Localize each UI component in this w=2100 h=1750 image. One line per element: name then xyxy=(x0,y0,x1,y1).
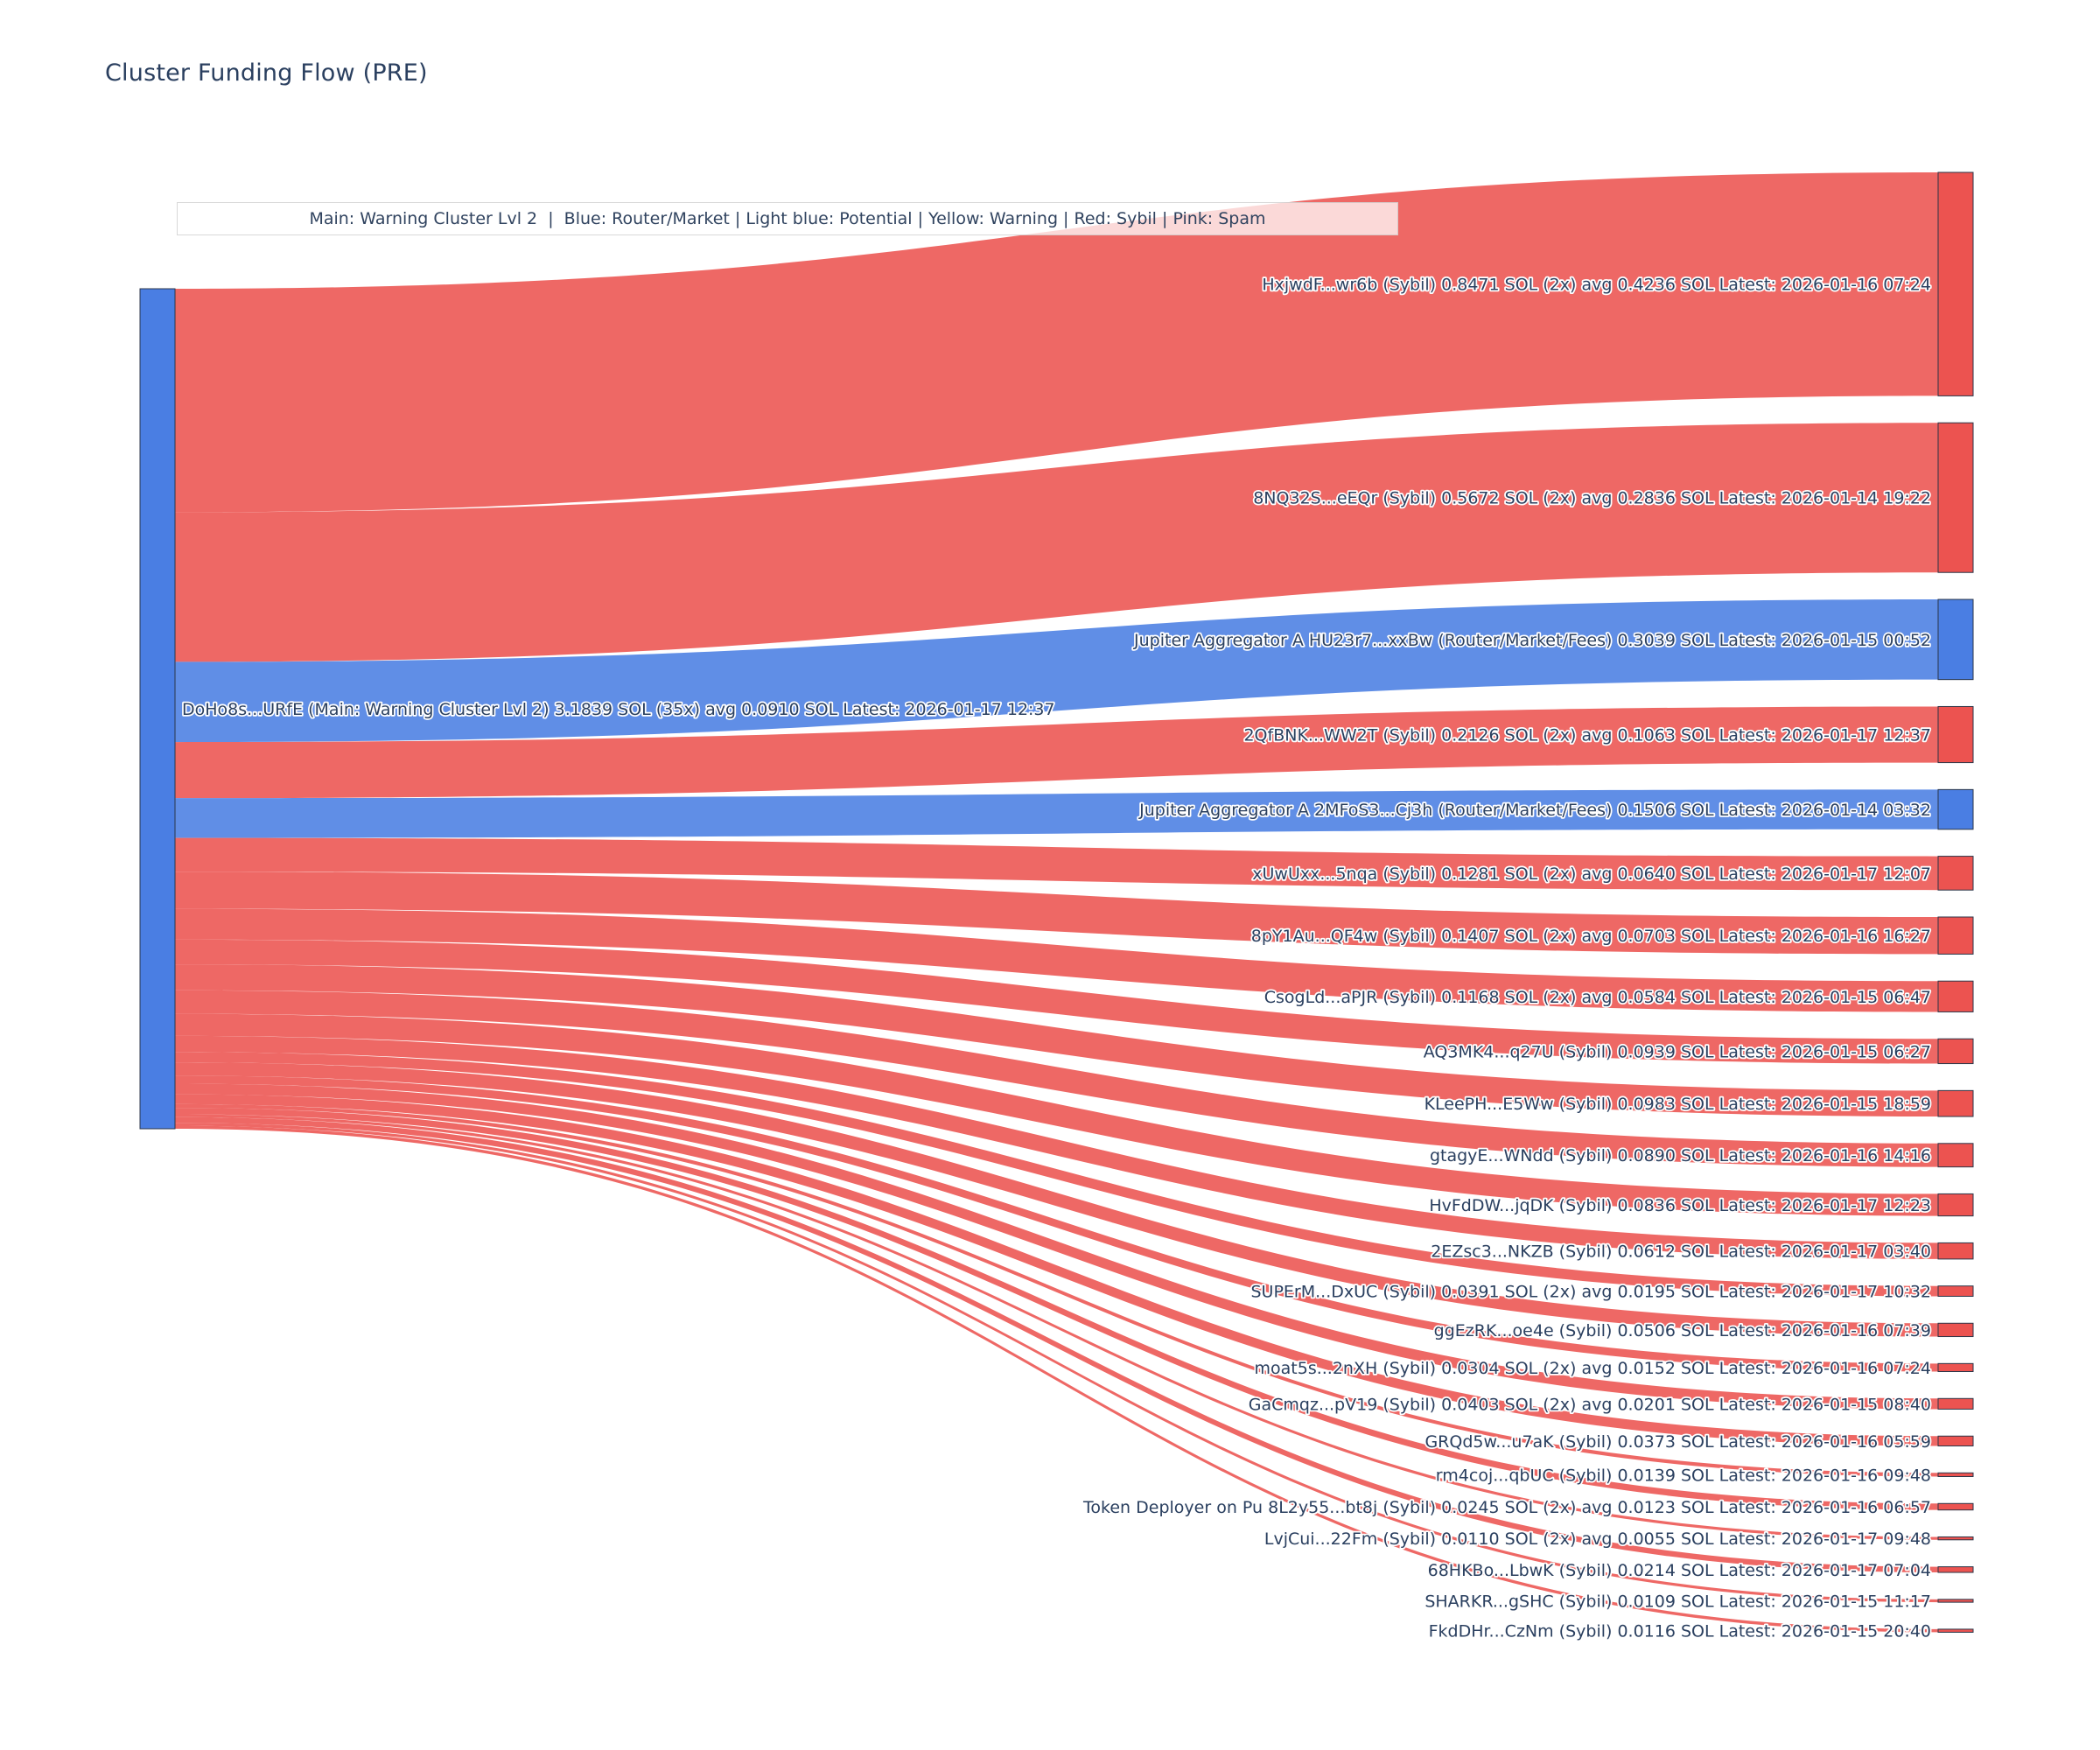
sankey-node-label: SHARKR...gSHC (Sybil) 0.0109 SOL Latest:… xyxy=(1424,1592,1931,1611)
sankey-node-label: Jupiter Aggregator A HU23r7...xxBw (Rout… xyxy=(1133,631,1931,650)
sankey-link[interactable] xyxy=(175,1052,1938,1297)
legend-note: Main: Warning Cluster Lvl 2 | Blue: Rout… xyxy=(177,202,1398,235)
sankey-labels: HxjwdF...wr6b (Sybil) 0.8471 SOL (2x) av… xyxy=(180,274,1933,1642)
sankey-node-label: xUwUxx...5nqa (Sybil) 0.1281 SOL (2x) av… xyxy=(1252,864,1931,884)
sankey-node-target[interactable] xyxy=(1937,705,1974,764)
sankey-link[interactable] xyxy=(175,1062,1938,1337)
sankey-link[interactable] xyxy=(175,1083,1938,1410)
sankey-links xyxy=(175,172,1938,1633)
sankey-link[interactable] xyxy=(175,1123,1938,1603)
sankey-node-label: FkdDHr...CzNm (Sybil) 0.0116 SOL Latest:… xyxy=(1429,1622,1931,1642)
sankey-node-target[interactable] xyxy=(1937,1628,1974,1633)
sankey-node-label: KLeePH...E5Ww (Sybil) 0.0983 SOL Latest:… xyxy=(1424,1095,1931,1114)
sankey-node-label: SUPErM...DxUC (Sybil) 0.0391 SOL (2x) av… xyxy=(1250,1283,1931,1302)
sankey-link[interactable] xyxy=(175,1125,1938,1633)
sankey-node-label: HvFdDW...jqDK (Sybil) 0.0836 SOL Latest:… xyxy=(1429,1196,1931,1215)
sankey-link[interactable] xyxy=(175,1094,1938,1446)
sankey-node-label: 68HKBo...LbwK (Sybil) 0.0214 SOL Latest:… xyxy=(1428,1561,1931,1580)
sankey-link[interactable] xyxy=(175,172,1938,513)
sankey-node-label: Jupiter Aggregator A 2MFoS3...Cj3h (Rout… xyxy=(1138,801,1931,820)
sankey-link[interactable] xyxy=(175,872,1938,955)
sankey-link[interactable] xyxy=(175,964,1938,1116)
sankey-node-target[interactable] xyxy=(1937,172,1974,396)
sankey-link[interactable] xyxy=(175,599,1938,743)
sankey-link[interactable] xyxy=(175,789,1938,838)
sankey-node-target[interactable] xyxy=(1937,1089,1974,1117)
sankey-nodes xyxy=(139,172,1974,1633)
sankey-link[interactable] xyxy=(175,1035,1938,1259)
sankey-node-target[interactable] xyxy=(1937,856,1974,891)
sankey-node-target[interactable] xyxy=(1937,1193,1974,1217)
sankey-node-target[interactable] xyxy=(1937,1599,1974,1603)
sankey-node-target[interactable] xyxy=(1937,1435,1974,1446)
sankey-node-label: rm4coj...qbUC (Sybil) 0.0139 SOL Latest:… xyxy=(1436,1466,1931,1485)
sankey-node-target[interactable] xyxy=(1937,1143,1974,1168)
sankey-link[interactable] xyxy=(175,837,1938,891)
sankey-node-label: gtagyE...WNdd (Sybil) 0.0890 SOL Latest:… xyxy=(1430,1146,1931,1166)
sankey-node-source[interactable] xyxy=(139,288,176,1130)
sankey-node-label: GRQd5w...u7aK (Sybil) 0.0373 SOL Latest:… xyxy=(1424,1432,1931,1452)
sankey-link[interactable] xyxy=(175,990,1938,1167)
sankey-node-target[interactable] xyxy=(1937,1397,1974,1410)
sankey-node-label: LvjCui...22Fm (Sybil) 0.0110 SOL (2x) av… xyxy=(1264,1530,1931,1549)
sankey-link[interactable] xyxy=(175,706,1938,799)
sankey-source-label: DoHo8s...URfE (Main: Warning Cluster Lvl… xyxy=(182,700,1055,719)
sankey-node-label: moat5s...2nXH (Sybil) 0.0304 SOL (2x) av… xyxy=(1255,1359,1931,1378)
sankey-node-label: AQ3MK4...q27U (Sybil) 0.0939 SOL Latest:… xyxy=(1424,1042,1931,1061)
sankey-node-label: ggEzRK...oe4e (Sybil) 0.0506 SOL Latest:… xyxy=(1434,1321,1931,1340)
sankey-link[interactable] xyxy=(175,1108,1938,1510)
sankey-node-target[interactable] xyxy=(1937,1472,1974,1477)
sankey-node-target[interactable] xyxy=(1937,1285,1974,1297)
sankey-node-label: Token Deployer on Pu 8L2y55...bt8j (Sybi… xyxy=(1082,1498,1931,1517)
sankey-node-label: 8NQ32S...eEQr (Sybil) 0.5672 SOL (2x) av… xyxy=(1253,489,1931,508)
sankey-node-target[interactable] xyxy=(1937,1038,1974,1065)
sankey-link[interactable] xyxy=(175,1075,1938,1372)
sankey-node-target[interactable] xyxy=(1937,1536,1974,1541)
sankey-node-label: GaCmqz...pV19 (Sybil) 0.0403 SOL (2x) av… xyxy=(1249,1395,1931,1414)
sankey-node-target[interactable] xyxy=(1937,788,1974,830)
sankey-node-target[interactable] xyxy=(1937,1502,1974,1511)
sankey-node-label: HxjwdF...wr6b (Sybil) 0.8471 SOL (2x) av… xyxy=(1262,276,1931,295)
sankey-node-target[interactable] xyxy=(1937,916,1974,955)
sankey-node-target[interactable] xyxy=(1937,1362,1974,1373)
sankey-node-label: 2EZsc3...NKZB (Sybil) 0.0612 SOL Latest:… xyxy=(1431,1242,1931,1262)
sankey-link[interactable] xyxy=(175,939,1938,1064)
sankey-link[interactable] xyxy=(175,1114,1938,1540)
sankey-link[interactable] xyxy=(175,1103,1938,1477)
sankey-node-target[interactable] xyxy=(1937,1566,1974,1573)
sankey-node-label: 2QfBNK...WW2T (Sybil) 0.2126 SOL (2x) av… xyxy=(1243,726,1931,746)
sankey-node-target[interactable] xyxy=(1937,980,1974,1012)
chart-title: Cluster Funding Flow (PRE) xyxy=(105,60,428,87)
sankey-link[interactable] xyxy=(175,908,1938,1012)
sankey-node-target[interactable] xyxy=(1937,1242,1974,1260)
sankey-link[interactable] xyxy=(175,1116,1938,1573)
sankey-node-target[interactable] xyxy=(1937,598,1974,681)
sankey-link[interactable] xyxy=(175,423,1938,662)
sankey-node-target[interactable] xyxy=(1937,422,1974,573)
sankey-node-label: CsogLd...aPJR (Sybil) 0.1168 SOL (2x) av… xyxy=(1264,988,1931,1007)
sankey-node-label: 8pY1Au...QF4w (Sybil) 0.1407 SOL (2x) av… xyxy=(1251,927,1931,946)
sankey-node-target[interactable] xyxy=(1937,1322,1974,1338)
sankey-link[interactable] xyxy=(175,1013,1938,1216)
